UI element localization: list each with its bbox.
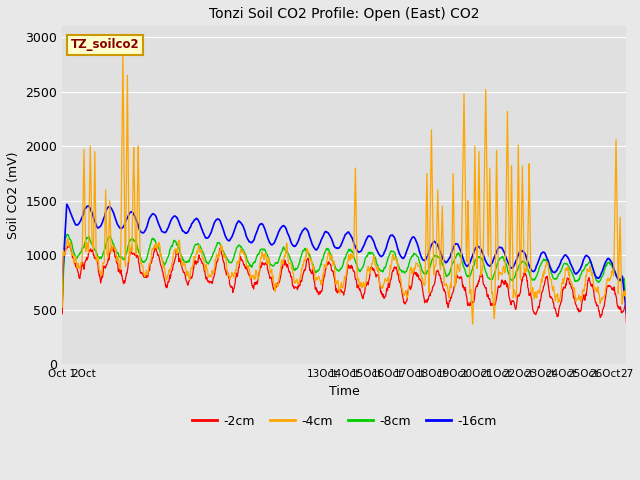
- Legend: -2cm, -4cm, -8cm, -16cm: -2cm, -4cm, -8cm, -16cm: [188, 409, 501, 432]
- X-axis label: Time: Time: [329, 385, 360, 398]
- Title: Tonzi Soil CO2 Profile: Open (East) CO2: Tonzi Soil CO2 Profile: Open (East) CO2: [209, 7, 479, 21]
- Y-axis label: Soil CO2 (mV): Soil CO2 (mV): [7, 152, 20, 239]
- Text: TZ_soilco2: TZ_soilco2: [70, 38, 140, 51]
